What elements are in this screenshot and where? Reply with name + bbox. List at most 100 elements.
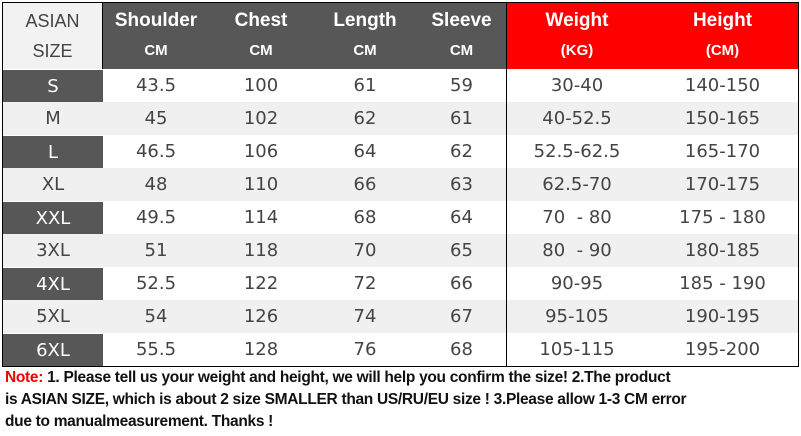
header-label: Shoulder <box>114 10 198 31</box>
cell-chest: 110 <box>243 174 279 195</box>
cell-weight: 30-40 <box>550 75 604 96</box>
cell-length: 72 <box>353 273 377 294</box>
cell-length: 76 <box>353 339 377 360</box>
header-unit: CM <box>144 42 168 59</box>
header-weight: Weight (KG) <box>507 3 647 69</box>
cell-length: 68 <box>353 207 377 228</box>
cell-weight: 40-52.5 <box>542 108 612 129</box>
cell-weight: 52.5-62.5 <box>533 141 621 162</box>
cell-weight: 90-95 <box>550 273 604 294</box>
cell-shoulder: 48 <box>144 174 168 195</box>
note-line-2: is ASIAN SIZE, which is about 2 size SMA… <box>5 391 687 408</box>
header-label: Chest <box>234 10 288 31</box>
cell-size: M <box>3 102 103 135</box>
note-text: Note: 1. Please tell us your weight and … <box>5 367 801 433</box>
cell-shoulder: 45 <box>144 108 168 129</box>
cell-height: 175 - 180 <box>679 207 766 228</box>
header-unit: (KG) <box>560 42 594 59</box>
cell-size: XXL <box>3 201 103 234</box>
cell-length: 62 <box>353 108 377 129</box>
cell-height: 140-150 <box>684 75 761 96</box>
header-unit: CM <box>449 42 474 59</box>
cell-length: 70 <box>353 240 377 261</box>
cell-length: 66 <box>353 174 377 195</box>
cell-size: XL <box>3 168 103 201</box>
cell-sleeve: 68 <box>417 333 507 366</box>
cell-shoulder: 55.5 <box>135 339 177 360</box>
header-unit: CM <box>249 42 273 59</box>
cell-sleeve: 62 <box>417 135 507 168</box>
table-row: M 45 102 62 61 40-52.5 150-165 <box>3 102 798 135</box>
cell-sleeve: 61 <box>417 102 507 135</box>
header-unit: CM <box>353 42 377 59</box>
header-unit: (CM) <box>705 42 740 59</box>
cell-size: 3XL <box>3 234 103 267</box>
table-row: 6XL 55.5 128 76 68 105-115 195-200 <box>3 333 798 366</box>
table-row: L 46.5 106 64 62 52.5-62.5 165-170 <box>3 135 798 168</box>
cell-size: 6XL <box>3 333 103 366</box>
cell-chest: 106 <box>243 141 279 162</box>
cell-sleeve: 59 <box>417 69 507 102</box>
table-row: 5XL 54 126 74 67 95-105 190-195 <box>3 300 798 333</box>
cell-chest: 102 <box>243 108 279 129</box>
table-row: 4XL 52.5 122 72 66 90-95 185 - 190 <box>3 267 798 300</box>
table-row: S 43.5 100 61 59 30-40 140-150 <box>3 69 798 102</box>
cell-height: 150-165 <box>684 108 761 129</box>
cell-sleeve: 66 <box>417 267 507 300</box>
table-row: XL 48 110 66 63 62.5-70 170-175 <box>3 168 798 201</box>
cell-height: 190-195 <box>684 306 761 327</box>
cell-chest: 114 <box>243 207 279 228</box>
cell-sleeve: 63 <box>417 168 507 201</box>
cell-height: 170-175 <box>684 174 761 195</box>
cell-weight: 62.5-70 <box>542 174 612 195</box>
cell-weight: 95-105 <box>545 306 609 327</box>
header-length: Length CM <box>313 3 417 69</box>
table-row: 3XL 51 118 70 65 80 - 90 180-185 <box>3 234 798 267</box>
header-size-line2: SIZE <box>32 41 73 61</box>
note-line-1: Note: 1. Please tell us your weight and … <box>5 367 801 389</box>
header-label: Length <box>333 10 397 31</box>
header-label: Sleeve <box>431 10 492 31</box>
cell-sleeve: 64 <box>417 201 507 234</box>
note-line-3: due to manualmeasurement. Thanks ! <box>5 413 274 430</box>
header-height: Height (CM) <box>647 3 798 69</box>
header-label: Height <box>692 10 753 31</box>
cell-length: 64 <box>353 141 377 162</box>
cell-height: 180-185 <box>684 240 761 261</box>
cell-sleeve: 65 <box>417 234 507 267</box>
cell-chest: 122 <box>243 273 279 294</box>
cell-shoulder: 49.5 <box>135 207 177 228</box>
table-body: S 43.5 100 61 59 30-40 140-150 M 45 102 62 61 40-52.… <box>3 69 798 366</box>
cell-shoulder: 54 <box>144 306 168 327</box>
cell-size: 4XL <box>3 267 103 300</box>
cell-chest: 126 <box>243 306 279 327</box>
cell-length: 74 <box>353 306 377 327</box>
cell-height: 165-170 <box>684 141 761 162</box>
header-chest: Chest CM <box>209 3 313 69</box>
header-size-line1: ASIAN <box>25 11 80 31</box>
cell-shoulder: 51 <box>144 240 168 261</box>
cell-length: 61 <box>353 75 377 96</box>
header-sleeve: Sleeve CM <box>417 3 507 69</box>
note-label: Note: <box>5 369 44 386</box>
cell-chest: 118 <box>243 240 279 261</box>
cell-size: S <box>3 69 103 102</box>
cell-size: 5XL <box>3 300 103 333</box>
cell-sleeve: 67 <box>417 300 507 333</box>
cell-shoulder: 46.5 <box>135 141 177 162</box>
header-label: Weight <box>545 10 609 31</box>
cell-chest: 128 <box>243 339 279 360</box>
cell-height: 195-200 <box>684 339 761 360</box>
cell-shoulder: 43.5 <box>135 75 177 96</box>
cell-weight: 80 - 90 <box>542 240 612 261</box>
cell-size: L <box>3 135 103 168</box>
header-row: ASIAN SIZE Shoulder CM Chest CM Length CM S… <box>3 3 798 69</box>
cell-chest: 100 <box>243 75 279 96</box>
size-chart-table: ASIAN SIZE Shoulder CM Chest CM Length CM S… <box>2 2 799 367</box>
table-row: XXL 49.5 114 68 64 70 - 80 175 - 180 <box>3 201 798 234</box>
header-asian-size: ASIAN SIZE <box>3 3 103 69</box>
header-shoulder: Shoulder CM <box>103 3 209 69</box>
cell-height: 185 - 190 <box>679 273 766 294</box>
cell-weight: 105-115 <box>539 339 615 360</box>
cell-shoulder: 52.5 <box>135 273 177 294</box>
